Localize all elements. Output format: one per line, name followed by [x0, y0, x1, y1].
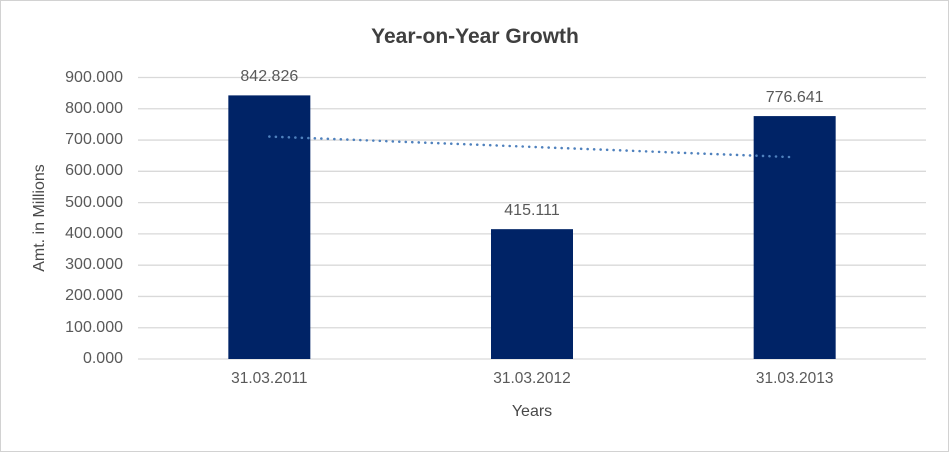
x-tick-label: 31.03.2011	[231, 370, 308, 387]
y-tick-label: 100.000	[65, 318, 123, 336]
y-tick-label: 300.000	[65, 256, 123, 274]
chart-title: Year-on-Year Growth	[371, 25, 579, 48]
y-tick-label: 800.000	[65, 99, 123, 117]
bar	[491, 229, 573, 359]
y-tick-label: 500.000	[65, 193, 123, 211]
x-tick-label: 31.03.2013	[755, 370, 834, 387]
bar-data-label: 776.641	[765, 89, 824, 107]
y-tick-label: 0.000	[82, 350, 123, 367]
bar	[753, 116, 836, 359]
bar-data-label: 415.111	[504, 202, 560, 220]
bar-data-label: 842.826	[240, 68, 299, 86]
bar	[228, 95, 311, 360]
x-tick-label: 31.03.2012	[493, 370, 571, 387]
y-tick-label: 200.000	[65, 287, 123, 305]
y-tick-label: 900.000	[65, 68, 123, 86]
y-tick-label: 700.000	[65, 131, 123, 149]
y-tick-label: 400.000	[65, 224, 123, 242]
x-axis-title: Years	[511, 403, 553, 420]
y-tick-label: 600.000	[65, 162, 123, 180]
